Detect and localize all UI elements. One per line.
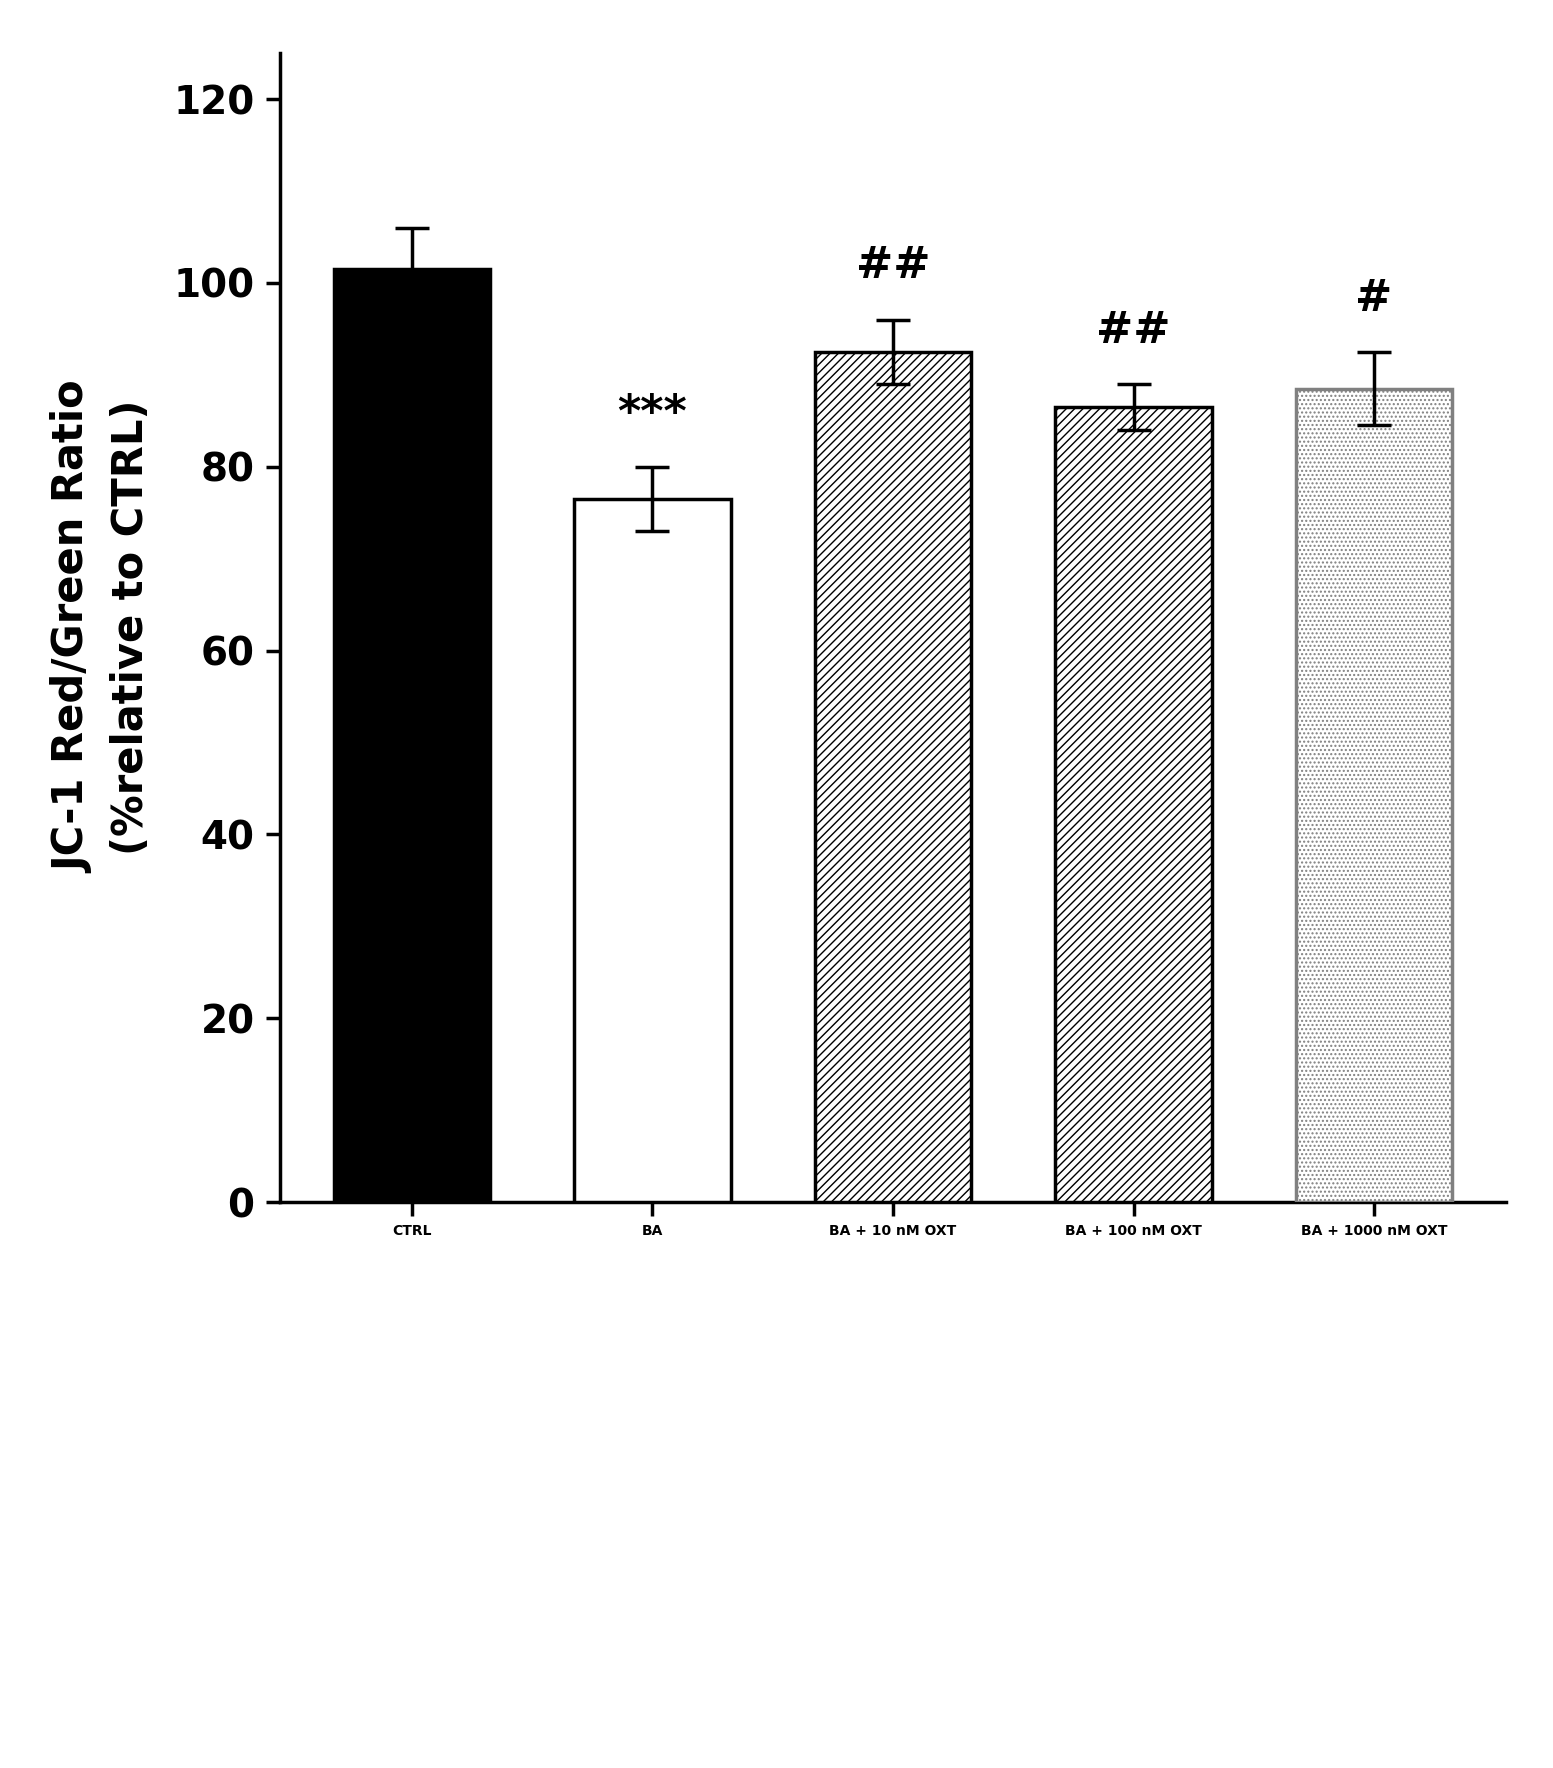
Y-axis label: JC-1 Red/Green Ratio
(%relative to CTRL): JC-1 Red/Green Ratio (%relative to CTRL) [51, 382, 152, 873]
Bar [815, 352, 971, 1202]
Bar [1056, 407, 1211, 1202]
Text: ***: *** [618, 391, 688, 435]
Bar [1295, 389, 1452, 1202]
Text: ##: ## [856, 244, 930, 288]
Text: #: # [1356, 276, 1393, 320]
Text: ##: ## [1096, 309, 1171, 352]
Bar [334, 269, 491, 1202]
Bar [575, 499, 730, 1202]
